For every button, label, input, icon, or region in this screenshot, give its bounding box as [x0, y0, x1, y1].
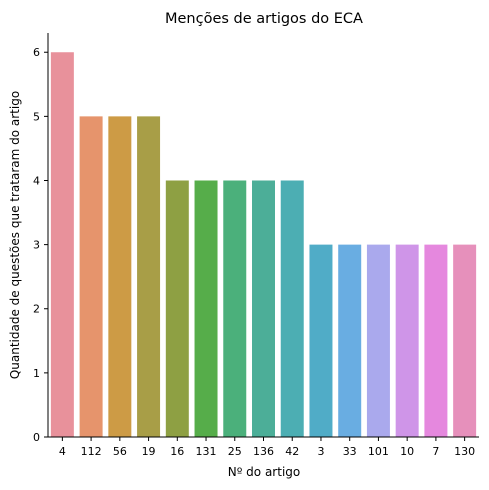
x-tick-label: 42	[285, 445, 299, 458]
bar-4	[50, 52, 74, 438]
x-tick-label: 19	[142, 445, 156, 458]
y-tick-label: 3	[33, 239, 40, 252]
bar-56	[108, 116, 132, 438]
x-tick-label: 131	[196, 445, 217, 458]
bar-33	[338, 244, 362, 437]
y-axis-label: Quantidade de questões que trataram do a…	[8, 91, 22, 379]
bars-group	[50, 52, 477, 438]
x-tick-label: 136	[253, 445, 274, 458]
y-ticks-group: 0 1 2 3 4 5 6	[33, 46, 48, 444]
x-tick-label: 112	[81, 445, 102, 458]
bar-3	[309, 244, 333, 437]
x-tick-label: 10	[400, 445, 414, 458]
bar-16	[165, 180, 189, 438]
bar-101	[366, 244, 390, 437]
bar-19	[137, 116, 161, 438]
y-tick-label: 5	[33, 110, 40, 123]
x-tick-label: 7	[432, 445, 439, 458]
x-tick-label: 4	[59, 445, 66, 458]
x-tick-label: 25	[228, 445, 242, 458]
x-tick-label: 16	[170, 445, 184, 458]
bar-131	[194, 180, 218, 438]
bar-7	[424, 244, 448, 437]
x-tick-label: 33	[343, 445, 357, 458]
bar-136	[252, 180, 275, 438]
y-tick-label: 6	[33, 46, 40, 59]
y-tick-label: 2	[33, 303, 40, 316]
y-tick-label: 1	[33, 367, 40, 380]
bar-25	[223, 180, 247, 438]
x-axis-label: Nº do artigo	[228, 465, 301, 479]
bar-10	[395, 244, 419, 437]
bar-112	[79, 116, 103, 438]
y-tick-label: 4	[33, 174, 40, 187]
bar-130	[453, 244, 477, 437]
y-tick-label: 0	[33, 431, 40, 444]
x-tick-label: 56	[113, 445, 127, 458]
bar-42	[280, 180, 304, 438]
x-tick-label: 130	[454, 445, 475, 458]
x-tick-label: 101	[368, 445, 389, 458]
x-ticks-group: 4 112 56 19 16 131 25 136 42 3 33 101 10 7 130	[59, 437, 475, 458]
x-tick-label: 3	[317, 445, 324, 458]
chart-title: Menções de artigos do ECA	[165, 11, 363, 27]
